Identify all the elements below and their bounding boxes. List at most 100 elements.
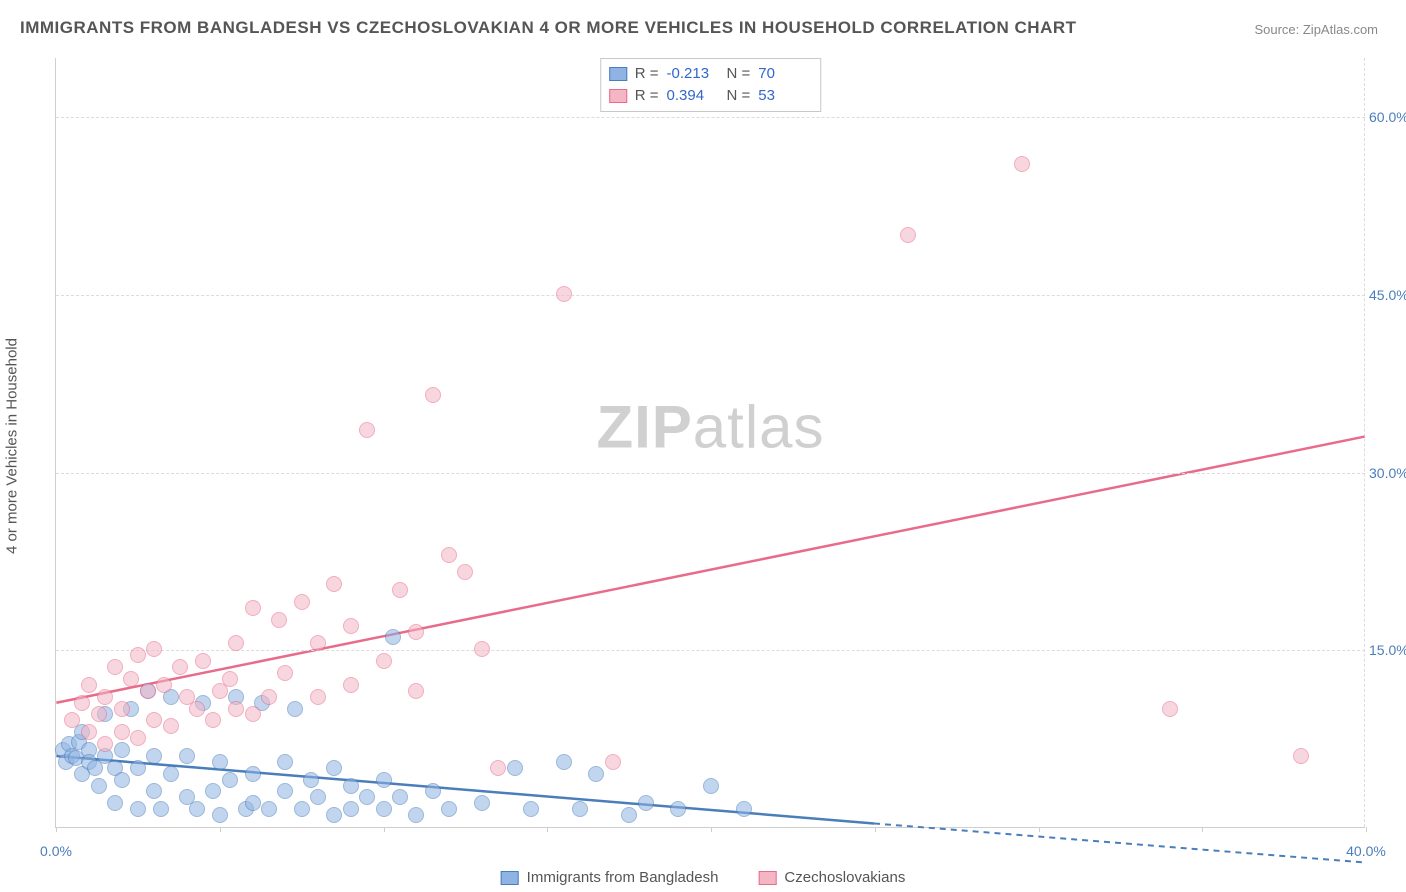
point-series-2 <box>310 635 326 651</box>
point-series-2 <box>343 677 359 693</box>
n-value-1: 70 <box>758 63 810 85</box>
point-series-2 <box>359 422 375 438</box>
gridline <box>56 473 1365 474</box>
point-series-2 <box>1014 156 1030 172</box>
point-series-2 <box>64 712 80 728</box>
point-series-2 <box>245 706 261 722</box>
x-tick-label: 0.0% <box>40 843 72 859</box>
point-series-2 <box>222 671 238 687</box>
watermark: ZIPatlas <box>596 393 824 462</box>
legend-item-1: Immigrants from Bangladesh <box>501 869 719 886</box>
point-series-2 <box>326 576 342 592</box>
x-tick <box>1039 827 1040 832</box>
point-series-1 <box>245 795 261 811</box>
point-series-1 <box>343 778 359 794</box>
point-series-2 <box>97 689 113 705</box>
point-series-1 <box>205 783 221 799</box>
point-series-1 <box>638 795 654 811</box>
point-series-2 <box>114 701 130 717</box>
point-series-2 <box>114 724 130 740</box>
point-series-1 <box>179 748 195 764</box>
gridline <box>56 117 1365 118</box>
x-tick <box>1202 827 1203 832</box>
point-series-2 <box>310 689 326 705</box>
point-series-1 <box>91 778 107 794</box>
point-series-2 <box>97 736 113 752</box>
point-series-2 <box>294 594 310 610</box>
point-series-2 <box>441 547 457 563</box>
point-series-1 <box>736 801 752 817</box>
y-axis-label: 4 or more Vehicles in Household <box>4 338 21 554</box>
point-series-1 <box>326 760 342 776</box>
point-series-2 <box>392 582 408 598</box>
point-series-1 <box>189 801 205 817</box>
source-label: Source: ZipAtlas.com <box>1254 22 1378 37</box>
point-series-2 <box>91 706 107 722</box>
point-series-2 <box>245 600 261 616</box>
x-tick <box>1366 827 1367 832</box>
point-series-2 <box>228 701 244 717</box>
stats-legend-box: R = -0.213 N = 70 R = 0.394 N = 53 <box>600 58 822 112</box>
point-series-1 <box>474 795 490 811</box>
point-series-2 <box>140 683 156 699</box>
bottom-legend: Immigrants from Bangladesh Czechoslovaki… <box>501 869 906 886</box>
point-series-1 <box>523 801 539 817</box>
point-series-1 <box>245 766 261 782</box>
legend-label-2: Czechoslovakians <box>784 869 905 886</box>
point-series-2 <box>425 387 441 403</box>
point-series-2 <box>408 624 424 640</box>
x-tick <box>711 827 712 832</box>
point-series-1 <box>408 807 424 823</box>
point-series-2 <box>474 641 490 657</box>
point-series-1 <box>153 801 169 817</box>
point-series-1 <box>130 760 146 776</box>
point-series-1 <box>376 772 392 788</box>
regression-line-1-extension <box>874 823 1365 862</box>
y-tick-label: 45.0% <box>1369 287 1406 303</box>
y-tick-label: 60.0% <box>1369 109 1406 125</box>
point-series-2 <box>1162 701 1178 717</box>
point-series-2 <box>271 612 287 628</box>
point-series-2 <box>408 683 424 699</box>
n-label: N = <box>727 85 751 107</box>
point-series-1 <box>107 795 123 811</box>
point-series-2 <box>490 760 506 776</box>
point-series-1 <box>670 801 686 817</box>
swatch-series-1 <box>609 67 627 81</box>
x-tick <box>56 827 57 832</box>
gridline <box>56 650 1365 651</box>
point-series-2 <box>123 671 139 687</box>
stats-row-1: R = -0.213 N = 70 <box>609 63 811 85</box>
x-tick <box>875 827 876 832</box>
legend-label-1: Immigrants from Bangladesh <box>527 869 719 886</box>
point-series-2 <box>376 653 392 669</box>
point-series-1 <box>130 801 146 817</box>
point-series-2 <box>172 659 188 675</box>
point-series-1 <box>310 789 326 805</box>
point-series-1 <box>212 754 228 770</box>
point-series-1 <box>287 701 303 717</box>
y-tick-label: 15.0% <box>1369 642 1406 658</box>
point-series-2 <box>900 227 916 243</box>
n-value-2: 53 <box>758 85 810 107</box>
point-series-1 <box>392 789 408 805</box>
point-series-1 <box>261 801 277 817</box>
point-series-2 <box>457 564 473 580</box>
watermark-zip: ZIP <box>596 394 692 461</box>
swatch-series-2 <box>609 89 627 103</box>
point-series-1 <box>588 766 604 782</box>
gridline <box>56 295 1365 296</box>
chart-title: IMMIGRANTS FROM BANGLADESH VS CZECHOSLOV… <box>20 18 1077 38</box>
point-series-1 <box>425 783 441 799</box>
point-series-1 <box>114 772 130 788</box>
point-series-1 <box>277 754 293 770</box>
chart-right-border <box>1364 58 1365 827</box>
point-series-2 <box>81 724 97 740</box>
point-series-1 <box>277 783 293 799</box>
y-tick-label: 30.0% <box>1369 465 1406 481</box>
chart-plot-area: ZIPatlas R = -0.213 N = 70 R = 0.394 N =… <box>55 58 1365 828</box>
point-series-2 <box>343 618 359 634</box>
point-series-1 <box>212 807 228 823</box>
point-series-2 <box>146 712 162 728</box>
r-label: R = <box>635 63 659 85</box>
